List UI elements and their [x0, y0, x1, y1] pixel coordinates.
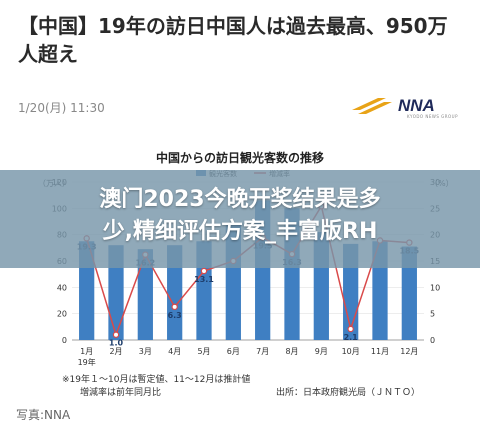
y2-tick-label: 0	[430, 336, 435, 345]
logo-subtext: KYODO NEWS GROUP	[406, 114, 458, 119]
x-tick-label: 12月	[400, 347, 418, 356]
x-tick-label: 11月	[371, 347, 389, 356]
footnote-2: 増減率は前年同月比	[80, 388, 162, 398]
x-tick-label: 5月	[197, 347, 210, 356]
growth-rate-point	[112, 331, 120, 338]
x-tick-label: 2月	[109, 347, 122, 356]
banner-line-1: 澳门2023今晚开奖结果是多	[99, 187, 381, 212]
growth-rate-point	[200, 267, 208, 275]
chart-bar	[137, 249, 153, 340]
x-tick-label: 7月	[256, 347, 269, 356]
x-tick-label: 4月	[168, 347, 181, 356]
photo-credit: 写真:NNA	[16, 408, 71, 422]
headline: 【中国】19年の訪日中国人は過去最高、950万人超え	[18, 14, 448, 66]
growth-rate-point	[171, 303, 178, 311]
nna-logo: NNA KYODO NEWS GROUP	[352, 94, 462, 120]
meta-row: 1/20(月) 11:30 NNA KYODO NEWS GROUP	[18, 94, 462, 120]
y-tick-label: 40	[57, 283, 67, 292]
y2-tick-label: 5	[430, 310, 435, 319]
data-label: 2.1	[344, 333, 359, 342]
y-tick-label: 0	[62, 336, 67, 345]
publish-date: 1/20(月) 11:30	[18, 101, 105, 115]
x-tick-label: 3月	[139, 347, 152, 356]
footnote-1: ※19年１～10月は暫定値、11～12月は推計値	[62, 375, 251, 385]
x-tick-label: 9月	[315, 347, 328, 356]
y-tick-label: 20	[57, 310, 67, 319]
chart-title: 中国からの訪日観光客数の推移	[156, 150, 324, 165]
x-tick-label: 8月	[285, 347, 298, 356]
growth-rate-point	[347, 325, 354, 333]
logo-text: NNA	[398, 96, 435, 115]
chart-bar	[401, 246, 417, 340]
data-label: 6.3	[168, 311, 182, 320]
x-tick-label: 1月	[80, 347, 93, 356]
x-tick-label: 6月	[227, 347, 240, 356]
chart-bar	[167, 245, 183, 340]
y2-tick-label: 10	[430, 283, 440, 292]
x-tick-label: 10月	[342, 347, 360, 356]
banner-line-2: 少,精细评估方案_丰富版RH	[102, 219, 378, 244]
data-label: 1.0	[109, 339, 124, 348]
x-year-label: 19年	[78, 357, 96, 367]
chart-bar	[108, 245, 124, 340]
overlay-banner[interactable]: 澳门2023今晚开奖结果是多 少,精细评估方案_丰富版RH	[0, 170, 480, 268]
data-label: 13.1	[194, 275, 214, 284]
source-note: 出所：日本政府観光局（ＪＮＴＯ）	[276, 388, 421, 398]
